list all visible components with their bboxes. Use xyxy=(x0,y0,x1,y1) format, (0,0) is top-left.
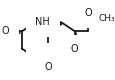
Polygon shape xyxy=(49,22,61,31)
Text: O: O xyxy=(1,26,9,36)
Text: NH: NH xyxy=(35,17,50,27)
Text: CH₃: CH₃ xyxy=(97,14,114,23)
Text: NH: NH xyxy=(35,53,50,63)
Text: O: O xyxy=(70,44,78,54)
Text: O: O xyxy=(83,8,91,18)
Text: O: O xyxy=(44,62,52,72)
